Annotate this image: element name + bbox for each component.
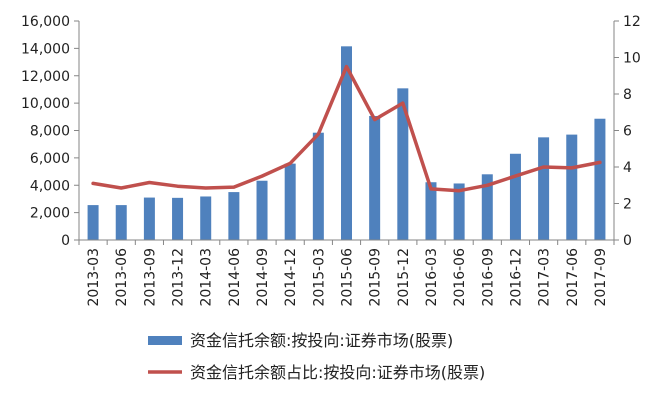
x-tick-label: 2017-06 xyxy=(565,248,581,307)
bar-2016-12 xyxy=(509,153,521,240)
right-tick-label: 8 xyxy=(623,87,632,103)
bar-series xyxy=(87,46,606,241)
line-point-2015-03 xyxy=(316,132,320,136)
x-tick-label: 2016-12 xyxy=(508,248,524,307)
legend-swatch-bar xyxy=(148,336,182,345)
x-tick-label: 2015-09 xyxy=(368,248,384,307)
bar-2014-03 xyxy=(200,196,212,240)
legend: 资金信托余额:按投向:证券市场(股票) 资金信托余额占比:按投向:证券市场(股票) xyxy=(148,331,485,382)
x-tick-label: 2014-03 xyxy=(199,248,215,307)
x-tick-label: 2013-12 xyxy=(171,248,187,307)
line-point-2015-09 xyxy=(373,118,377,122)
right-tick-label: 4 xyxy=(623,160,632,176)
bar-2014-06 xyxy=(228,192,240,240)
line-point-2016-09 xyxy=(485,183,489,187)
x-tick-label: 2013-03 xyxy=(86,248,102,307)
x-tick-label: 2017-09 xyxy=(593,248,609,307)
right-tick-label: 6 xyxy=(623,124,632,140)
right-tick-label: 2 xyxy=(623,197,632,213)
bar-2017-03 xyxy=(538,137,550,240)
bar-2016-03 xyxy=(425,182,437,240)
bar-2013-06 xyxy=(115,205,127,240)
x-tick-label: 2015-12 xyxy=(396,248,412,307)
bar-2015-03 xyxy=(312,132,324,240)
x-tick-label: 2015-03 xyxy=(311,248,327,307)
left-tick-label: 6,000 xyxy=(30,151,70,167)
left-tick-label: 2,000 xyxy=(30,206,70,222)
bar-2017-09 xyxy=(594,118,606,240)
line-point-2015-06 xyxy=(345,65,348,69)
bar-2015-06 xyxy=(341,46,352,241)
line-point-2014-09 xyxy=(260,174,264,178)
axes: 0 2,000 4,000 6,000 8,000 10,000 12,000 14,000 1… xyxy=(21,14,641,307)
left-tick-label: 0 xyxy=(61,233,70,249)
line-point-2013-12 xyxy=(176,184,180,188)
x-tick-label: 2016-03 xyxy=(424,248,440,307)
line-point-2014-12 xyxy=(288,161,292,165)
bar-2014-12 xyxy=(284,163,296,240)
x-tick-label: 2016-09 xyxy=(480,248,496,307)
bar-2016-06 xyxy=(453,183,465,240)
left-tick-label: 8,000 xyxy=(30,124,70,140)
line-point-2013-03 xyxy=(91,181,95,185)
right-tick-label: 12 xyxy=(623,14,641,30)
line-point-2016-12 xyxy=(513,174,517,178)
x-tick-label: 2014-12 xyxy=(283,248,299,307)
line-point-2017-06 xyxy=(570,166,574,170)
line-point-2014-06 xyxy=(232,185,236,189)
left-tick-label: 14,000 xyxy=(21,41,70,57)
x-tick-label: 2014-09 xyxy=(255,248,271,307)
left-tick-label: 12,000 xyxy=(21,69,70,85)
line-series xyxy=(91,64,602,193)
x-tick-label: 2017-03 xyxy=(537,248,553,307)
x-tick-label: 2015-06 xyxy=(340,248,356,307)
right-tick-label: 10 xyxy=(623,51,641,67)
line-point-2017-09 xyxy=(598,160,602,164)
x-tick-label: 2013-06 xyxy=(114,248,130,307)
x-tick-label: 2016-06 xyxy=(452,248,468,307)
bar-2014-09 xyxy=(256,180,268,240)
left-tick-label: 4,000 xyxy=(30,178,70,194)
line-point-2016-03 xyxy=(429,187,433,191)
line-point-2013-06 xyxy=(119,186,123,190)
bar-2013-03 xyxy=(87,205,99,240)
bar-2017-06 xyxy=(566,134,578,240)
line-point-2017-03 xyxy=(542,165,546,169)
right-tick-label: 0 xyxy=(623,233,632,249)
line-point-2015-12 xyxy=(401,101,405,105)
line-point-2016-06 xyxy=(457,189,461,193)
legend-label-line: 资金信托余额占比:按投向:证券市场(股票) xyxy=(190,363,485,382)
line-point-2014-03 xyxy=(204,186,208,190)
left-tick-label: 10,000 xyxy=(21,96,70,112)
bar-2013-12 xyxy=(172,197,184,240)
bar-2016-09 xyxy=(481,174,493,240)
x-tick-label: 2013-09 xyxy=(142,248,158,307)
bar-2013-09 xyxy=(143,197,155,240)
bar-2015-09 xyxy=(369,115,381,240)
legend-label-bar: 资金信托余额:按投向:证券市场(股票) xyxy=(190,331,453,350)
bar-2015-12 xyxy=(397,88,409,240)
x-tick-label: 2014-06 xyxy=(227,248,243,307)
left-tick-label: 16,000 xyxy=(21,14,70,30)
line-point-2013-09 xyxy=(147,181,151,185)
